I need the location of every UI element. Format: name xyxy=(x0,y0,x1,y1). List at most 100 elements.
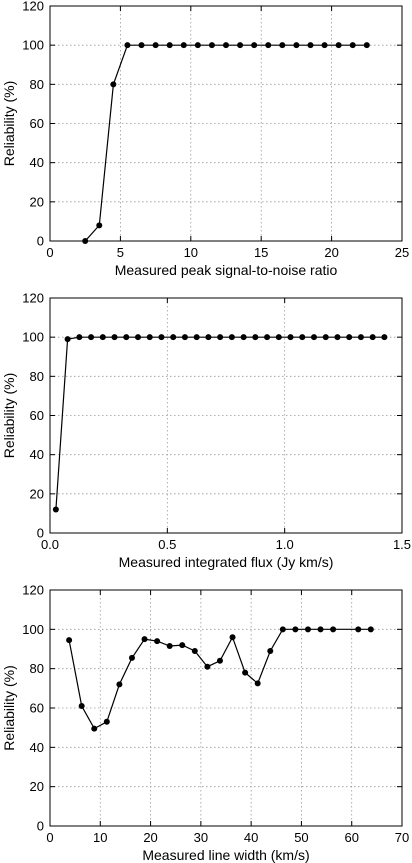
chart-panel-flux: 0.0 0.5 1.0 1.5 0 20 40 60 80 100 120 Measured inte… xyxy=(1,291,411,571)
data-point xyxy=(251,42,258,49)
data-point xyxy=(146,334,153,341)
data-point xyxy=(293,42,300,49)
data-point xyxy=(138,42,145,49)
data-point xyxy=(166,42,173,49)
data-point xyxy=(381,334,388,341)
data-point xyxy=(111,334,118,341)
chart-panel-snr: 0 5 10 15 20 25 0 20 40 60 80 100 120 Measured peak s… xyxy=(1,0,409,278)
data-point xyxy=(304,626,311,633)
y-tick-label: 40 xyxy=(30,740,44,755)
series-line xyxy=(68,628,371,730)
data-point xyxy=(311,334,317,341)
x-tick-label: 0 xyxy=(46,830,53,845)
x-tick-label: 0.5 xyxy=(158,537,176,552)
x-tick-label: 70 xyxy=(395,830,409,845)
y-axis-label: Reliability (%) xyxy=(1,81,17,167)
data-point xyxy=(124,42,131,49)
data-point xyxy=(179,642,186,649)
data-point xyxy=(88,334,95,341)
data-point xyxy=(265,42,272,49)
data-point xyxy=(264,334,271,341)
data-point xyxy=(194,42,201,49)
data-point xyxy=(180,42,187,49)
y-tick-label: 100 xyxy=(22,622,44,637)
data-point xyxy=(279,626,286,633)
data-point xyxy=(193,334,200,341)
y-tick-label: 0 xyxy=(37,526,44,541)
data-point xyxy=(292,626,299,633)
data-point xyxy=(181,334,188,341)
data-point xyxy=(228,334,235,341)
data-point xyxy=(317,626,324,633)
x-tick-label: 30 xyxy=(194,830,208,845)
data-point xyxy=(287,334,294,341)
y-tick-label: 80 xyxy=(30,661,44,676)
y-tick-label: 0 xyxy=(37,819,44,834)
data-point xyxy=(279,42,286,49)
data-point xyxy=(240,334,247,341)
data-point xyxy=(99,334,106,341)
y-tick-label: 100 xyxy=(22,38,44,53)
data-point xyxy=(205,334,212,341)
y-tick-label: 120 xyxy=(22,291,44,306)
data-point xyxy=(237,42,244,49)
x-tick-label: 15 xyxy=(254,245,268,260)
y-tick-label: 20 xyxy=(30,779,44,794)
data-point xyxy=(334,334,341,341)
x-tick-label: 1.5 xyxy=(393,537,411,552)
x-tick-label: 10 xyxy=(93,830,107,845)
x-tick-label: 0.0 xyxy=(41,537,59,552)
y-tick-label: 60 xyxy=(30,408,44,423)
x-tick-label: 25 xyxy=(395,245,409,260)
data-point xyxy=(330,626,337,633)
y-tick-label: 20 xyxy=(30,194,44,209)
data-point xyxy=(135,334,141,341)
x-tick-label: 1.0 xyxy=(276,537,294,552)
data-point xyxy=(349,42,356,49)
data-point xyxy=(103,718,110,725)
y-tick-label: 120 xyxy=(22,0,44,14)
data-point xyxy=(299,334,306,341)
data-point xyxy=(363,42,370,49)
y-tick-label: 60 xyxy=(30,116,44,131)
data-point xyxy=(110,81,117,88)
data-point xyxy=(335,42,342,49)
data-point xyxy=(355,626,362,633)
data-point xyxy=(158,334,165,341)
chart-panel-linewidth: 0 10 20 30 40 50 60 70 0 20 40 60 80 100 120 Measured l… xyxy=(1,583,409,863)
data-point xyxy=(170,334,177,341)
y-tick-label: 120 xyxy=(22,583,44,598)
data-point xyxy=(321,42,328,49)
y-tick-label: 100 xyxy=(22,330,44,345)
series-line xyxy=(55,336,385,510)
data-point xyxy=(346,334,353,341)
data-point xyxy=(229,634,236,641)
data-point xyxy=(322,334,329,341)
data-point xyxy=(152,42,159,49)
x-axis-label: Measured peak signal-to-noise ratio xyxy=(115,262,338,278)
x-axis-label: Measured line width (km/s) xyxy=(142,847,309,863)
data-point xyxy=(369,334,376,341)
x-tick-label: 20 xyxy=(143,830,157,845)
data-point xyxy=(66,637,73,644)
data-point xyxy=(216,657,223,664)
data-point xyxy=(52,506,59,513)
y-tick-label: 40 xyxy=(30,447,44,462)
data-point xyxy=(166,643,173,650)
data-point xyxy=(76,334,83,341)
y-tick-label: 60 xyxy=(30,701,44,716)
data-point xyxy=(191,647,198,654)
x-tick-label: 50 xyxy=(294,830,308,845)
data-point xyxy=(204,663,211,670)
data-point xyxy=(223,42,229,49)
data-point xyxy=(208,42,215,49)
data-point xyxy=(91,725,98,732)
data-point xyxy=(267,647,274,654)
x-tick-label: 10 xyxy=(184,245,198,260)
data-point xyxy=(64,336,71,343)
data-point xyxy=(242,669,249,676)
data-point xyxy=(154,638,161,645)
y-tick-label: 80 xyxy=(30,369,44,384)
x-tick-label: 0 xyxy=(46,245,53,260)
